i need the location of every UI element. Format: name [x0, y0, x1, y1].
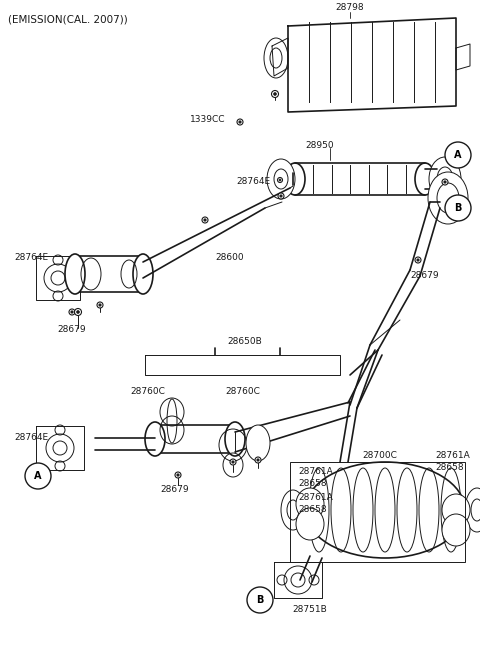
- Text: 28761A: 28761A: [298, 468, 333, 476]
- Text: 28764E: 28764E: [236, 178, 270, 186]
- Text: 28679: 28679: [161, 485, 189, 495]
- Text: 28761A: 28761A: [298, 493, 333, 502]
- Ellipse shape: [305, 462, 465, 558]
- Circle shape: [204, 219, 206, 221]
- Ellipse shape: [267, 159, 295, 199]
- Text: A: A: [34, 471, 42, 481]
- Circle shape: [272, 91, 278, 98]
- Circle shape: [278, 193, 284, 199]
- Ellipse shape: [415, 163, 435, 195]
- Text: 28751B: 28751B: [293, 605, 327, 615]
- Text: (EMISSION(CAL. 2007)): (EMISSION(CAL. 2007)): [8, 14, 128, 24]
- Circle shape: [232, 461, 234, 463]
- Circle shape: [69, 309, 75, 315]
- Text: 28950: 28950: [305, 140, 334, 150]
- Text: 28764E: 28764E: [14, 434, 48, 443]
- Ellipse shape: [281, 490, 305, 530]
- Circle shape: [99, 304, 101, 306]
- Circle shape: [247, 587, 273, 613]
- Text: 28760C: 28760C: [225, 388, 260, 396]
- Circle shape: [417, 259, 419, 261]
- Text: A: A: [454, 150, 462, 160]
- Circle shape: [25, 463, 51, 489]
- Text: 28679: 28679: [58, 325, 86, 335]
- Circle shape: [239, 121, 241, 123]
- Circle shape: [415, 257, 421, 263]
- Text: 28764E: 28764E: [14, 253, 48, 262]
- Ellipse shape: [65, 254, 85, 294]
- Ellipse shape: [429, 157, 461, 201]
- Text: 28798: 28798: [336, 3, 364, 12]
- Circle shape: [279, 179, 281, 181]
- Circle shape: [277, 178, 283, 182]
- Circle shape: [445, 142, 471, 168]
- Circle shape: [177, 474, 179, 476]
- Text: 28658: 28658: [298, 478, 326, 487]
- Circle shape: [230, 459, 236, 465]
- Ellipse shape: [428, 172, 468, 224]
- Text: 28679: 28679: [410, 270, 439, 279]
- Circle shape: [74, 308, 82, 316]
- Circle shape: [202, 217, 208, 223]
- Ellipse shape: [465, 488, 480, 532]
- Text: 1339CC: 1339CC: [190, 115, 226, 125]
- Text: 28760C: 28760C: [130, 388, 165, 396]
- Circle shape: [280, 195, 282, 197]
- Circle shape: [71, 311, 73, 313]
- Circle shape: [77, 310, 79, 314]
- Circle shape: [445, 195, 471, 221]
- Ellipse shape: [442, 494, 470, 526]
- Ellipse shape: [145, 422, 165, 456]
- Ellipse shape: [133, 254, 153, 294]
- Text: B: B: [454, 203, 462, 213]
- Text: 28600: 28600: [216, 253, 244, 262]
- Text: 28761A: 28761A: [435, 451, 470, 461]
- Circle shape: [237, 119, 243, 125]
- Ellipse shape: [296, 488, 324, 520]
- Text: 28700C: 28700C: [362, 451, 397, 459]
- Ellipse shape: [296, 508, 324, 540]
- Circle shape: [444, 181, 446, 183]
- Text: 28650B: 28650B: [228, 337, 263, 346]
- Ellipse shape: [225, 422, 245, 456]
- Ellipse shape: [246, 425, 270, 461]
- Circle shape: [274, 92, 276, 95]
- Text: 28658: 28658: [298, 504, 326, 514]
- Circle shape: [175, 472, 181, 478]
- Circle shape: [257, 459, 259, 461]
- Bar: [290, 462, 465, 562]
- Circle shape: [442, 179, 448, 185]
- Text: B: B: [256, 595, 264, 605]
- Text: 28658: 28658: [435, 462, 464, 472]
- Ellipse shape: [285, 163, 305, 195]
- Ellipse shape: [442, 514, 470, 546]
- Circle shape: [255, 457, 261, 463]
- Circle shape: [97, 302, 103, 308]
